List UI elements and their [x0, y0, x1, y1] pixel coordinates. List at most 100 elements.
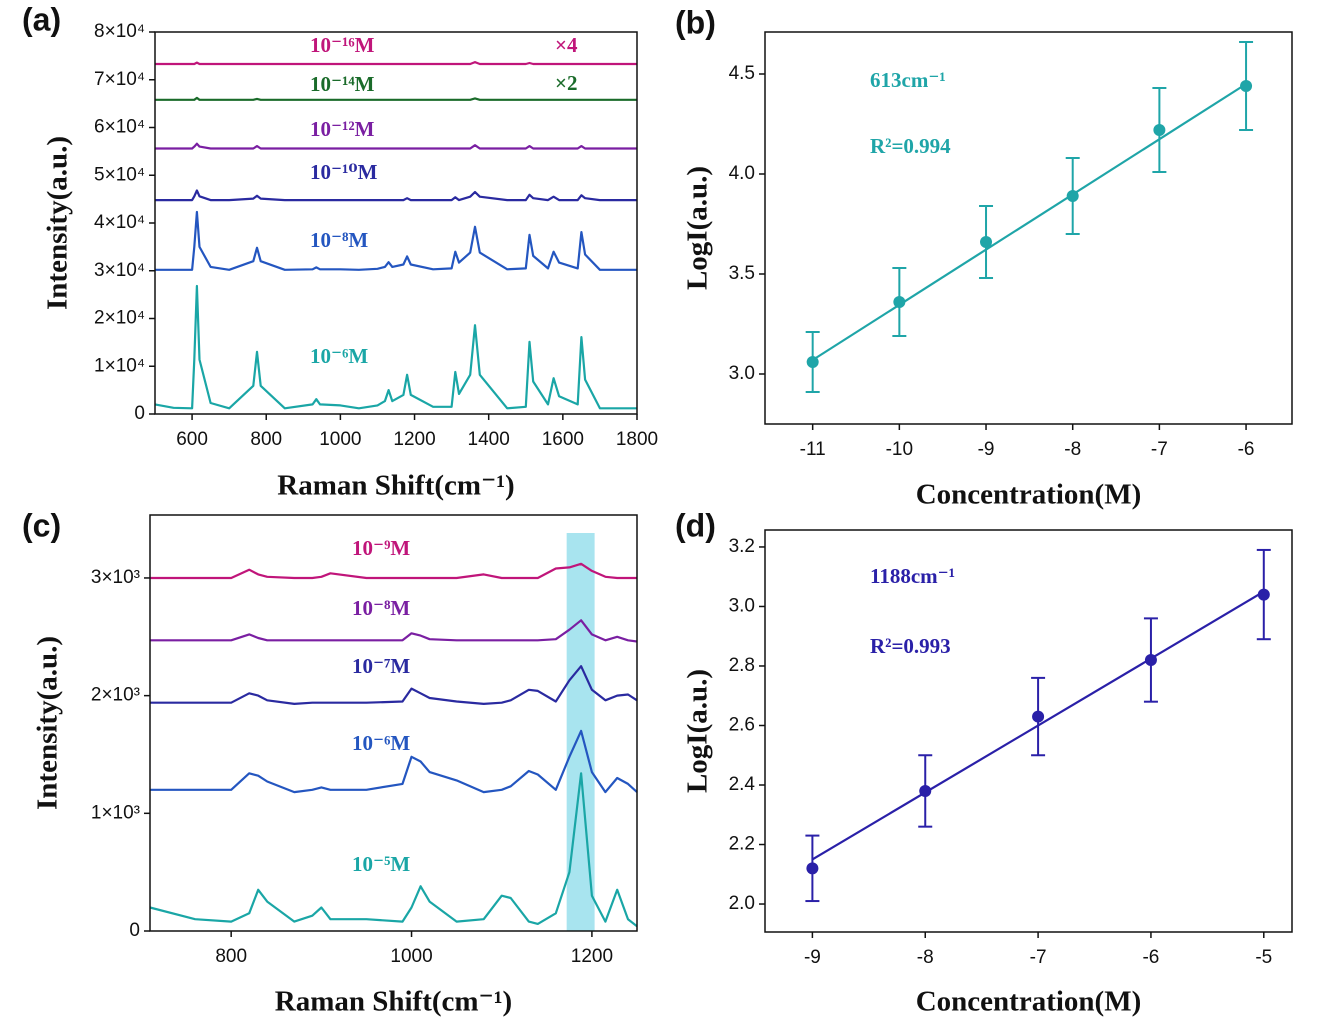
plot-frame [149, 514, 638, 932]
spectrum-line [149, 772, 638, 928]
plot-frame [154, 31, 638, 415]
y-tick-label: 4×10⁴ [94, 212, 145, 233]
y-tick-label: 3.0 [729, 595, 755, 616]
data-point [919, 784, 932, 797]
series-label: 10⁻¹²M [310, 117, 375, 141]
x-tick-label: 1200 [571, 946, 613, 967]
panel-label: (a) [22, 1, 61, 37]
annotation: 1188cm⁻¹ [870, 564, 955, 588]
x-axis-title: Raman Shift(cm⁻¹) [277, 470, 514, 502]
y-axis-title: Intensity(a.u.) [32, 636, 64, 810]
y-tick-label: 3.5 [729, 263, 755, 284]
data-point [1257, 588, 1270, 601]
y-tick-label: 7×10⁴ [94, 69, 145, 90]
y-tick-label: 0 [129, 920, 140, 941]
x-tick-label: -9 [804, 947, 821, 968]
x-axis-title: Raman Shift(cm⁻¹) [275, 986, 512, 1018]
x-tick-label: -5 [1255, 947, 1272, 968]
x-tick-label: 800 [215, 946, 247, 967]
y-tick-label: 2.8 [729, 655, 755, 676]
y-axis-title: Intensity(a.u.) [42, 136, 74, 310]
x-tick-label: -7 [1030, 947, 1047, 968]
x-tick-label: 1400 [468, 429, 510, 450]
series-label: 10⁻⁷M [352, 654, 410, 678]
data-point [980, 236, 993, 248]
plot-frame [764, 529, 1293, 933]
y-tick-label: 0 [134, 403, 145, 424]
x-axis-title: Concentration(M) [916, 479, 1142, 511]
annotation: R²=0.993 [870, 634, 951, 658]
x-tick-label: -10 [886, 439, 913, 460]
y-tick-label: 3.2 [729, 536, 755, 557]
y-tick-label: 1×10³ [91, 802, 140, 823]
panel-label: (d) [675, 507, 716, 543]
data-point [806, 862, 819, 875]
x-tick-label: -6 [1238, 439, 1255, 460]
x-tick-label: 1000 [390, 946, 432, 967]
spectrum-line [155, 96, 637, 101]
spectrum-line [150, 619, 638, 643]
y-tick-label: 2×10⁴ [94, 308, 145, 329]
y-axis-title: LogI(a.u.) [682, 669, 714, 793]
data-point [1153, 124, 1166, 136]
data-point [806, 356, 819, 368]
annotation: ×4 [555, 33, 578, 57]
plot-frame [764, 31, 1293, 425]
spectrum-line [150, 562, 637, 580]
data-point [1066, 190, 1079, 202]
y-tick-label: 1×10⁴ [94, 355, 145, 376]
series-label: 10⁻¹⁰M [310, 160, 378, 184]
data-point [1144, 654, 1157, 667]
y-tick-label: 4.0 [729, 163, 755, 184]
spectrum-line [150, 729, 638, 794]
y-tick-label: 2.4 [729, 774, 756, 795]
series-label: 10⁻¹⁶M [310, 33, 375, 57]
x-tick-label: 800 [250, 429, 282, 450]
spectrum-line [155, 61, 637, 66]
y-tick-label: 3.0 [729, 363, 755, 384]
x-tick-label: -7 [1151, 439, 1168, 460]
series-label: 10⁻⁶M [310, 344, 368, 368]
y-tick-label: 8×10⁴ [94, 21, 145, 42]
y-axis-title: LogI(a.u.) [682, 166, 714, 290]
y-tick-label: 4.5 [729, 63, 755, 84]
x-tick-label: -8 [917, 947, 934, 968]
y-tick-label: 2.2 [729, 834, 755, 855]
series-label: 10⁻⁸M [352, 596, 410, 620]
x-axis-title: Concentration(M) [916, 986, 1142, 1018]
x-tick-label: 1000 [319, 429, 361, 450]
spectrum-line [154, 284, 637, 410]
x-tick-label: 1600 [542, 429, 584, 450]
panel-label: (c) [22, 507, 61, 543]
series-label: 10⁻⁵M [352, 852, 410, 876]
y-tick-label: 3×10³ [91, 567, 140, 588]
x-tick-label: -8 [1064, 439, 1081, 460]
x-tick-label: 600 [176, 429, 208, 450]
y-tick-label: 3×10⁴ [94, 260, 145, 281]
series-label: 10⁻⁹M [352, 536, 410, 560]
spectrum-line [155, 189, 637, 202]
spectrum-line [155, 142, 637, 150]
x-tick-label: 1200 [393, 429, 435, 450]
data-point [1032, 710, 1045, 723]
data-point [893, 296, 906, 308]
spectrum-line [150, 665, 638, 705]
annotation: R²=0.994 [870, 134, 951, 158]
x-tick-label: 1800 [616, 429, 658, 450]
series-label: 10⁻¹⁴M [310, 72, 375, 96]
x-tick-label: -6 [1142, 947, 1159, 968]
x-tick-label: -9 [978, 439, 995, 460]
y-tick-label: 5×10⁴ [94, 164, 145, 185]
x-tick-label: -11 [800, 439, 826, 460]
annotation: ×2 [555, 71, 577, 95]
data-point [1240, 80, 1253, 92]
y-tick-label: 2×10³ [91, 685, 140, 706]
y-tick-label: 2.6 [729, 715, 755, 736]
series-label: 10⁻⁶M [352, 731, 410, 755]
panel-label: (b) [675, 4, 716, 40]
series-label: 10⁻⁸M [310, 228, 368, 252]
annotation: 613cm⁻¹ [870, 68, 946, 92]
fit-line [812, 83, 1247, 361]
y-tick-label: 6×10⁴ [94, 117, 145, 138]
